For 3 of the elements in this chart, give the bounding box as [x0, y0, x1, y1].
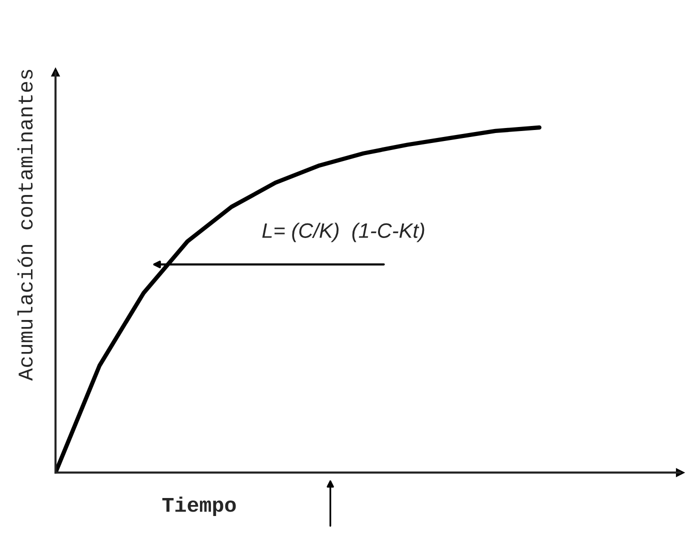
- y-axis-title: Acumulación contaminantes: [17, 70, 33, 381]
- annotation: L= (C/K) (1-C-Kt): [262, 222, 424, 242]
- x-axis-title: Tiempo: [162, 496, 236, 516]
